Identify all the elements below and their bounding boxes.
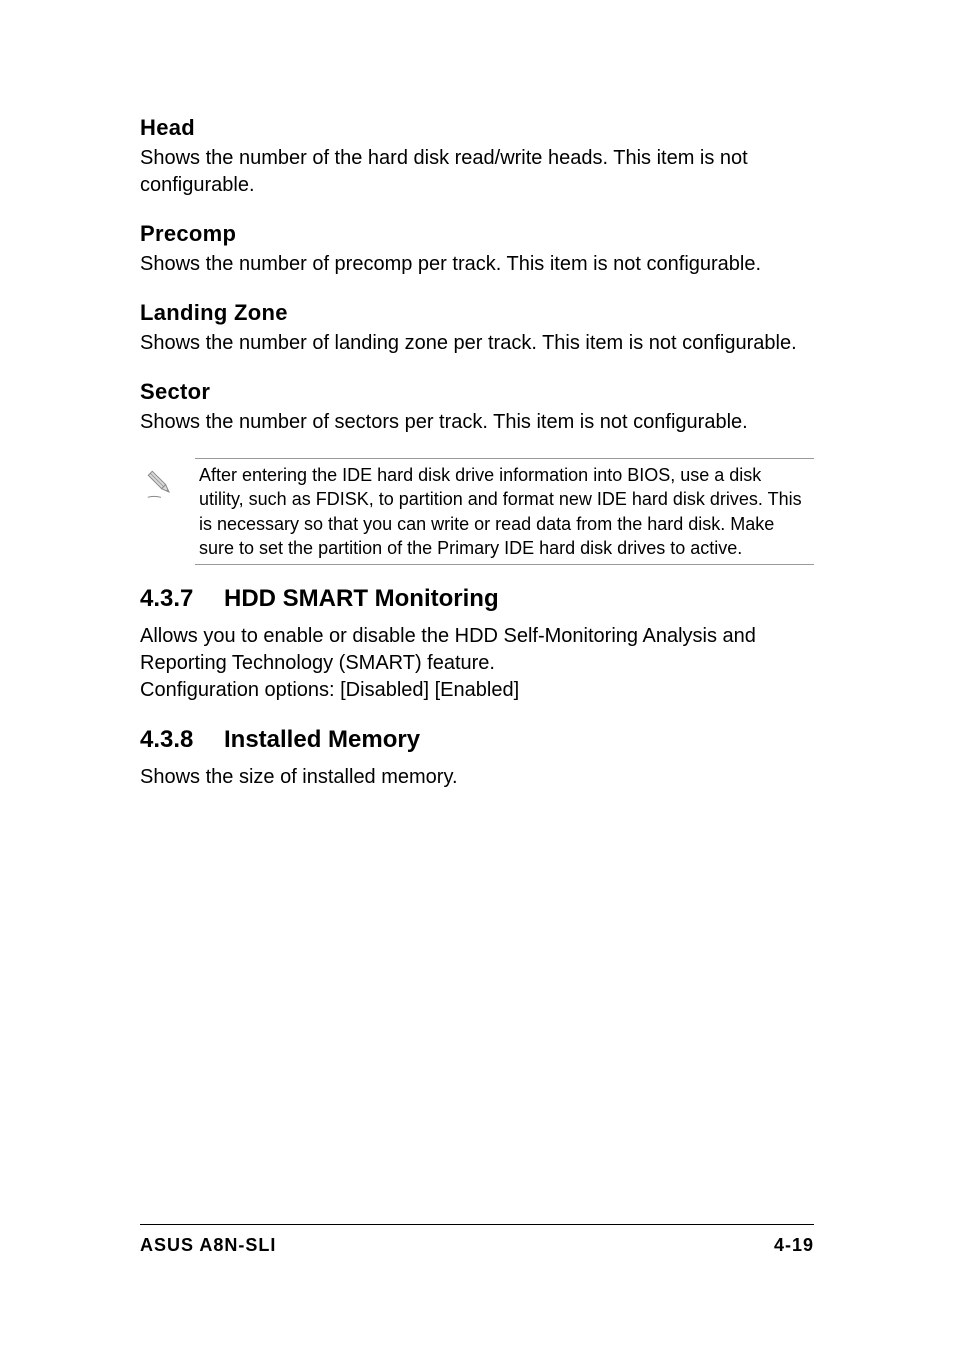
body-head: Shows the number of the hard disk read/w… [140,145,814,199]
section-num-smart: 4.3.7 [140,585,224,613]
page-content: Head Shows the number of the hard disk r… [0,0,954,791]
heading-sector: Sector [140,379,814,405]
body-smart: Allows you to enable or disable the HDD … [140,623,814,704]
section-heading-smart: 4.3.7 HDD SMART Monitoring [140,585,814,613]
page-footer: ASUS A8N-SLI 4-19 [140,1224,814,1256]
footer-right: 4-19 [774,1235,814,1256]
note-text: After entering the IDE hard disk drive i… [195,463,814,560]
body-memory: Shows the size of installed memory. [140,764,814,791]
footer-left: ASUS A8N-SLI [140,1235,276,1256]
section-num-memory: 4.3.8 [140,726,224,754]
heading-precomp: Precomp [140,221,814,247]
section-title-smart: HDD SMART Monitoring [224,585,499,613]
heading-head: Head [140,115,814,141]
body-landing-zone: Shows the number of landing zone per tra… [140,330,814,357]
heading-landing-zone: Landing Zone [140,300,814,326]
note-box: After entering the IDE hard disk drive i… [140,458,814,565]
section-title-memory: Installed Memory [224,726,420,754]
body-precomp: Shows the number of precomp per track. T… [140,251,814,278]
note-top-rule [195,458,814,459]
body-sector: Shows the number of sectors per track. T… [140,409,814,436]
pencil-icon [142,465,180,503]
section-heading-memory: 4.3.8 Installed Memory [140,726,814,754]
note-icon-column [140,463,195,508]
